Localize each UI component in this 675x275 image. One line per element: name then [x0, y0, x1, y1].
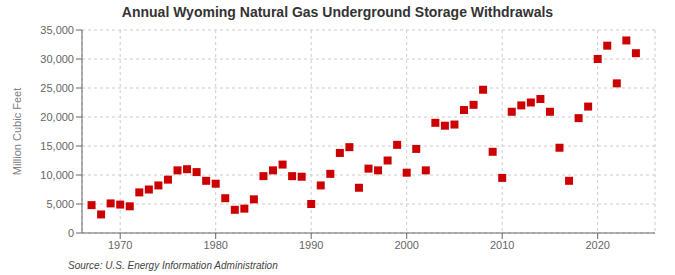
svg-text:2010: 2010: [490, 239, 514, 251]
svg-text:35,000: 35,000: [40, 24, 74, 36]
html-text:Annual Wyoming Natural Gas Und: Annual Wyoming Natural Gas Underground S…: [121, 4, 554, 20]
svg-text:0: 0: [68, 227, 74, 239]
svg-text:10,000: 10,000: [40, 169, 74, 181]
svg-text:Million Cubic Feet: Million Cubic Feet: [11, 88, 23, 175]
svg-text:1980: 1980: [203, 239, 227, 251]
svg-text:1990: 1990: [299, 239, 323, 251]
svg-text:1970: 1970: [108, 239, 132, 251]
svg-text:2020: 2020: [585, 239, 609, 251]
html-text:Source: U.S. Energy Informatio: Source: U.S. Energy Information Administ…: [68, 260, 278, 271]
svg-text:30,000: 30,000: [40, 53, 74, 65]
svg-text:2000: 2000: [394, 239, 418, 251]
svg-text:20,000: 20,000: [40, 111, 74, 123]
svg-text:15,000: 15,000: [40, 140, 74, 152]
svg-text:25,000: 25,000: [40, 82, 74, 94]
svg-text:5,000: 5,000: [46, 198, 74, 210]
